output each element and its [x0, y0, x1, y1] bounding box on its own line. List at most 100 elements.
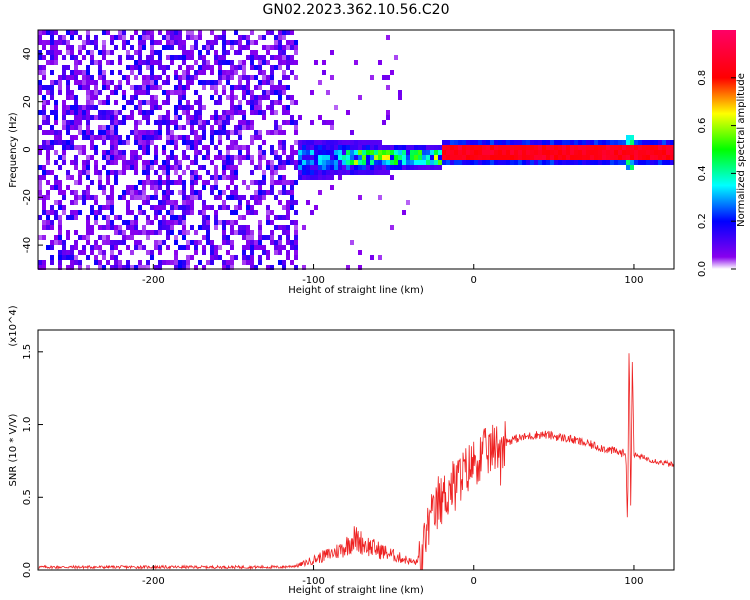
spectrogram-cell — [74, 135, 78, 140]
spectrogram-cell — [170, 150, 174, 155]
spectrogram-cell — [178, 85, 182, 90]
spectrogram-cell — [166, 155, 170, 160]
spectrogram-cell — [366, 145, 370, 150]
spectrogram-cell — [226, 80, 230, 85]
spectrogram-cell — [634, 145, 638, 150]
spectrogram-cell — [350, 140, 354, 145]
spectrogram-cell — [330, 125, 334, 130]
snr-x-tick-label: 100 — [624, 576, 643, 587]
spectrogram-cell — [166, 160, 170, 165]
spectrogram-cell — [370, 155, 374, 160]
spectrogram-cell — [146, 130, 150, 135]
spectrogram-cell — [254, 65, 258, 70]
spectrogram-cell — [474, 145, 478, 150]
spectrogram-cell — [194, 120, 198, 125]
spectrogram-cell — [58, 240, 62, 245]
spectrogram-cell — [134, 135, 138, 140]
spectrogram-cell — [150, 180, 154, 185]
spectrogram-cell — [146, 80, 150, 85]
spectrogram-cell — [494, 145, 498, 150]
spectrogram-cell — [490, 150, 494, 155]
spectrogram-cell — [218, 80, 222, 85]
spectrogram-cell — [242, 180, 246, 185]
spectrogram-cell — [102, 75, 106, 80]
spectrogram-cell — [86, 175, 90, 180]
spectrogram-cell — [226, 240, 230, 245]
spectrogram-cell — [274, 155, 278, 160]
spectrogram-cell — [186, 255, 190, 260]
spectrogram-cell — [90, 60, 94, 65]
spectrogram-cell — [482, 145, 486, 150]
spectrogram-cell — [222, 260, 226, 265]
spectrogram-cell — [342, 145, 346, 150]
spectrogram-cell — [114, 155, 118, 160]
spectrogram-cell — [358, 155, 362, 160]
spectrogram-cell — [246, 200, 250, 205]
spectrogram-cell — [42, 260, 46, 265]
spectrogram-cell — [326, 150, 330, 155]
spectrogram-cell — [186, 50, 190, 55]
spectrogram-cell — [194, 35, 198, 40]
spectrogram-cell — [282, 245, 286, 250]
spectrogram-cell — [274, 170, 278, 175]
spectrogram-cell — [146, 100, 150, 105]
spectrogram-cell — [294, 120, 298, 125]
spectrogram-cell — [54, 105, 58, 110]
spectrogram-cell — [422, 150, 426, 155]
spectrogram-cell — [534, 140, 538, 145]
spectrogram-cell — [54, 185, 58, 190]
spectrogram-cell — [238, 125, 242, 130]
spectrogram-cell — [58, 80, 62, 85]
spectrogram-cell — [98, 130, 102, 135]
spectrogram-cell — [214, 155, 218, 160]
spectrogram-cell — [234, 210, 238, 215]
spectrogram-cell — [382, 145, 386, 150]
spectrogram-cell — [406, 160, 410, 165]
spectrogram-cell — [130, 70, 134, 75]
spectrogram-cell — [250, 125, 254, 130]
spectrogram-cell — [466, 155, 470, 160]
spectrogram-cell — [166, 35, 170, 40]
spectrogram-cell — [166, 120, 170, 125]
spectrogram-cell — [54, 45, 58, 50]
spectrogram-cell — [38, 125, 42, 130]
spectrogram-cell — [366, 155, 370, 160]
spectrogram-cell — [286, 160, 290, 165]
spectrogram-cell — [586, 140, 590, 145]
spectrogram-cell — [54, 60, 58, 65]
spectrogram-cell — [278, 100, 282, 105]
spectrogram-cell — [346, 140, 350, 145]
spectrogram-cell — [466, 150, 470, 155]
spectrogram-cell — [70, 125, 74, 130]
spectrogram-cell — [206, 225, 210, 230]
spectrogram-cell — [274, 100, 278, 105]
spectrogram-cell — [138, 50, 142, 55]
spectrogram-cell — [86, 225, 90, 230]
spectrogram-cell — [270, 240, 274, 245]
spectrogram-cell — [270, 75, 274, 80]
spectrogram-cell — [238, 80, 242, 85]
spectrogram-cell — [82, 130, 86, 135]
spectrogram-cell — [322, 175, 326, 180]
spectrogram-cell — [134, 195, 138, 200]
spectrogram-cell — [282, 45, 286, 50]
spectrogram-cell — [186, 85, 190, 90]
spectrogram-cell — [402, 210, 406, 215]
spectrogram-cell — [242, 225, 246, 230]
spectrogram-cell — [182, 140, 186, 145]
spectrogram-cell — [202, 245, 206, 250]
spectrogram-cell — [190, 80, 194, 85]
spectrogram-cell — [38, 30, 42, 35]
spectrogram-cell — [170, 135, 174, 140]
spectrogram-cell — [182, 190, 186, 195]
spectrogram-cell — [234, 190, 238, 195]
spectrogram-cell — [98, 265, 102, 270]
spectrogram-cell — [202, 85, 206, 90]
spectrogram-cell — [434, 145, 438, 150]
spectrogram-cell — [62, 205, 66, 210]
spectrogram-cell — [226, 150, 230, 155]
spectrogram-cell — [86, 50, 90, 55]
spectrogram-cell — [650, 150, 654, 155]
spectrogram-cell — [254, 50, 258, 55]
spectrogram-cell — [334, 150, 338, 155]
